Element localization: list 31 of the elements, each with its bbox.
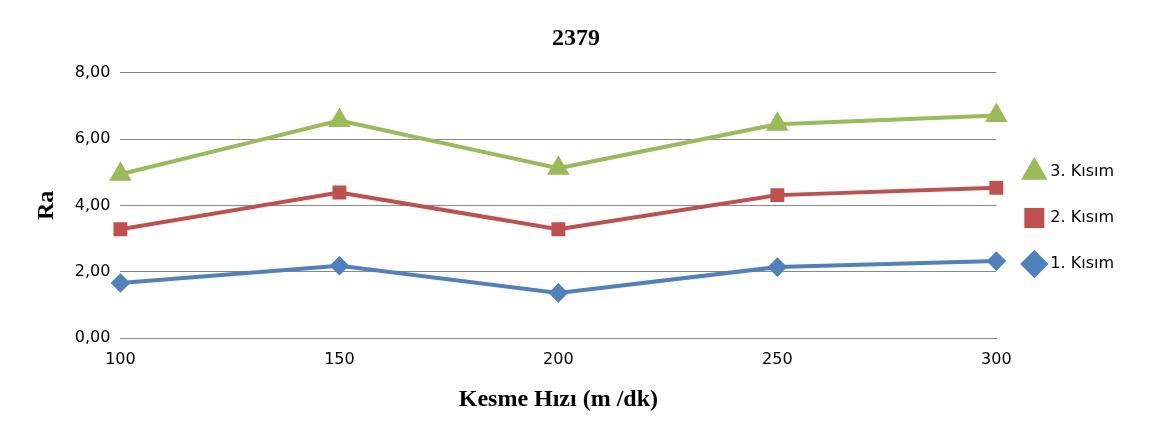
point [330,256,349,275]
legend-label: 3. Kısım [1050,161,1114,181]
y-tick-label: 4,00 [74,194,111,214]
y-tick-label: 6,00 [74,128,111,148]
point [110,163,131,181]
point [113,222,128,237]
point [987,252,1006,271]
x-axis-title: Kesme Hızı (m /dk) [458,384,659,411]
point [551,222,566,237]
y-tick-label: 0,00 [74,327,111,347]
x-tick-label: 300 [981,348,1012,368]
y-tick-label: 8,00 [74,61,111,81]
point [985,102,1008,123]
point [767,113,788,131]
chart-title: 2379 [552,23,600,50]
point [770,188,785,203]
legend-label: 2. Kısım [1050,207,1114,227]
x-tick-label: 200 [543,348,574,368]
point [989,180,1004,195]
y-axis-title: Ra [31,190,58,221]
point [328,107,351,128]
x-tick-label: 250 [762,348,793,368]
x-tick-label: 100 [105,348,136,368]
point [111,273,130,292]
y-tick-label: 2,00 [74,260,111,280]
point [549,283,568,302]
point [548,157,569,175]
legend-label: 1. Kısım [1050,253,1114,273]
x-tick-label: 150 [324,348,355,368]
point [332,185,347,200]
point [768,258,787,277]
